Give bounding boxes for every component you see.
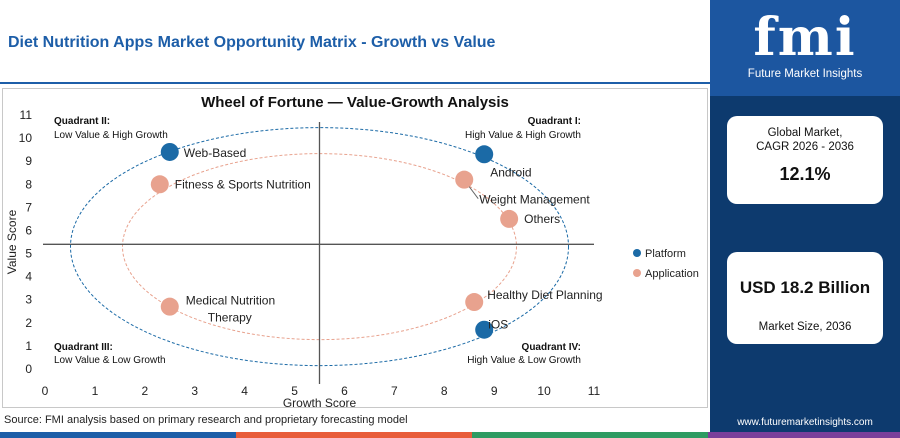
cagr-value: 12.1% [779,164,831,184]
y-tick-label: 3 [25,293,32,307]
bar-segment-red [236,432,472,438]
quadrant-title: Quadrant II: [54,116,110,127]
y-tick-label: 4 [25,270,32,284]
data-point [150,175,169,194]
y-tick-label: 7 [25,200,32,214]
cagr-label-line1: Global Market, [767,127,843,139]
quadrant-subtitle: Low Value & Low Growth [54,355,166,366]
quadrant-subtitle: Low Value & High Growth [54,130,168,141]
y-tick-label: 2 [25,316,32,330]
header-divider [0,82,710,84]
header: Diet Nutrition Apps Market Opportunity M… [0,0,710,84]
cagr-card: Global Market, CAGR 2026 - 2036 12.1% [727,116,883,204]
y-tick-label: 11 [20,108,33,122]
website-link[interactable]: www.futuremarketinsights.com [737,417,873,428]
y-tick-label: 8 [25,177,32,191]
x-tick-label: 2 [141,384,148,398]
fmi-logo: fmi Future Market Insights [710,0,900,96]
bar-segment-purple [708,432,900,438]
y-tick-label: 1 [25,339,32,353]
page-title: Diet Nutrition Apps Market Opportunity M… [8,34,496,51]
x-tick-label: 0 [42,384,49,398]
data-point [475,145,494,164]
quadrant-title: Quadrant III: [54,342,113,353]
y-tick-label: 0 [25,362,32,376]
x-tick-label: 8 [441,384,448,398]
x-tick-label: 3 [191,384,198,398]
x-tick-label: 11 [588,384,601,398]
x-tick-label: 6 [341,384,348,398]
cagr-label-line2: CAGR 2026 - 2036 [756,141,854,153]
x-tick-label: 5 [291,384,298,398]
data-label: iOS [488,318,508,332]
logo-subtitle: Future Market Insights [747,68,863,80]
x-tick-label: 1 [92,384,99,398]
scatter-chart: 0 1 2 3 4 5 6 7 8 9 10 11 0 1 2 3 4 5 6 7 8 9 10 11 Growth Score… [5,108,699,410]
data-point [160,142,179,161]
sidebar: fmi Future Market Insights Global Market… [710,0,900,432]
chart-frame [2,88,708,408]
data-point [160,297,179,316]
market-size-value: USD 18.2 Billion [739,278,871,297]
quadrant-subtitle: High Value & Low Growth [467,355,581,366]
data-point [465,293,484,312]
y-axis-label: Value Score [5,209,19,274]
data-point [475,320,494,339]
bar-segment-blue [0,432,236,438]
leader-line [468,186,479,199]
market-size-label: Market Size, 2036 [758,321,852,333]
y-tick-label: 10 [19,131,33,145]
data-label: Fitness & Sports Nutrition [175,177,311,191]
y-tick-label: 6 [25,223,32,237]
data-label: Weight Management [479,193,590,207]
bottom-color-bar [0,432,900,438]
legend-marker [633,249,641,257]
quadrant-title: Quadrant I: [528,116,581,127]
chart-title: Wheel of Fortune — Value-Growth Analysis [201,94,509,111]
data-label: Healthy Diet Planning [487,288,602,302]
data-point [455,170,474,189]
data-point [500,209,519,228]
quadrant-title: Quadrant IV: [522,342,581,353]
y-tick-label: 9 [25,154,32,168]
source-note: Source: FMI analysis based on primary re… [4,414,408,426]
data-label: Web-Based [184,146,246,160]
x-tick-label: 7 [391,384,398,398]
legend-label: Application [645,268,699,280]
x-tick-label: 9 [491,384,498,398]
y-tick-label: 5 [25,247,32,261]
data-label: Medical Nutrition [186,294,275,308]
bar-segment-green [472,432,708,438]
x-axis-label: Growth Score [283,396,357,410]
x-tick-label: 4 [241,384,248,398]
legend-label: Platform [645,248,686,260]
quadrant-subtitle: High Value & High Growth [465,130,581,141]
legend-marker [633,269,641,277]
market-size-card: USD 18.2 Billion Market Size, 2036 [727,252,883,344]
logo-text: fmi [753,7,857,68]
data-label: Android [490,165,531,179]
data-label: Therapy [208,311,252,325]
data-label: Others [524,212,560,226]
x-tick-label: 10 [537,384,551,398]
